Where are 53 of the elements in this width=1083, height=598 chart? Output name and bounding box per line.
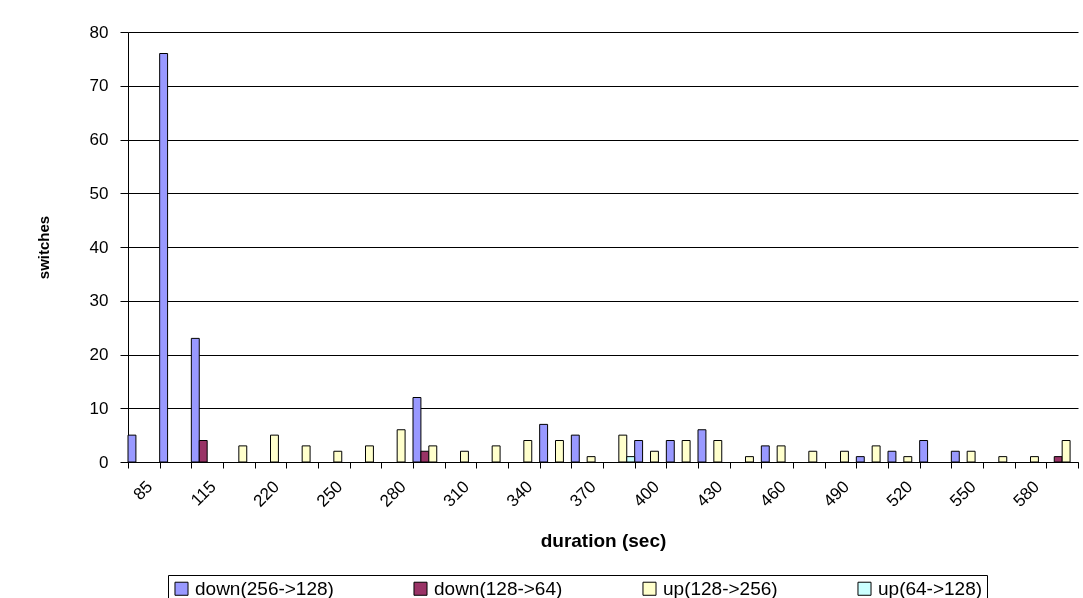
legend-label: down(128->64) — [434, 577, 563, 598]
bar — [903, 456, 913, 463]
y-tick-label: 60 — [89, 130, 109, 149]
y-tick-label: 70 — [89, 76, 109, 96]
x-tick-label: 340 — [502, 477, 537, 511]
x-tick-label: 550 — [946, 477, 980, 511]
bar — [840, 450, 849, 463]
x-tick-label: 400 — [629, 477, 664, 511]
bar — [808, 450, 818, 463]
legend-label: down(256->128) — [195, 577, 334, 598]
x-tick-label: 580 — [1009, 477, 1044, 511]
x-axis-title: duration (sec) — [540, 529, 667, 551]
bar — [555, 440, 564, 463]
legend-label: up(64->128) — [878, 577, 983, 598]
x-tick-label: 310 — [439, 477, 474, 511]
x-tick-label: 85 — [129, 477, 157, 504]
bar — [238, 445, 248, 463]
bar — [776, 445, 786, 463]
bar — [681, 440, 691, 463]
y-axis-title: switches — [34, 215, 52, 280]
bar — [523, 440, 533, 463]
y-tick-label: 10 — [89, 398, 109, 418]
bar — [745, 456, 754, 463]
bar — [396, 429, 406, 463]
bar — [586, 456, 596, 463]
y-tick-label: 0 — [99, 452, 109, 472]
x-tick-label: 115 — [187, 477, 220, 510]
y-tick-label: 40 — [89, 237, 109, 257]
bar — [491, 445, 501, 463]
bar — [650, 450, 659, 463]
y-tick-label: 30 — [89, 291, 109, 311]
bar — [301, 445, 311, 463]
bar — [333, 450, 343, 463]
x-tick-label: 520 — [882, 477, 917, 511]
bar — [998, 456, 1008, 463]
x-tick-label: 460 — [756, 477, 790, 511]
y-tick-label: 80 — [89, 22, 109, 42]
x-tick-label: 430 — [692, 477, 727, 511]
x-tick-label: 250 — [312, 477, 347, 511]
bar — [871, 445, 881, 463]
y-tick-label: 50 — [89, 183, 109, 203]
bar — [270, 434, 279, 463]
bar — [966, 450, 976, 463]
bar — [365, 445, 374, 463]
y-tick-label: 20 — [89, 345, 109, 364]
bar — [713, 440, 723, 463]
bar — [1030, 456, 1039, 463]
bar — [460, 450, 469, 463]
x-tick-label: 280 — [376, 477, 410, 511]
legend-label: up(128->256) — [663, 577, 778, 598]
x-tick-label: 220 — [249, 477, 284, 511]
x-tick-label: 490 — [819, 477, 854, 511]
x-tick-label: 370 — [566, 477, 600, 511]
